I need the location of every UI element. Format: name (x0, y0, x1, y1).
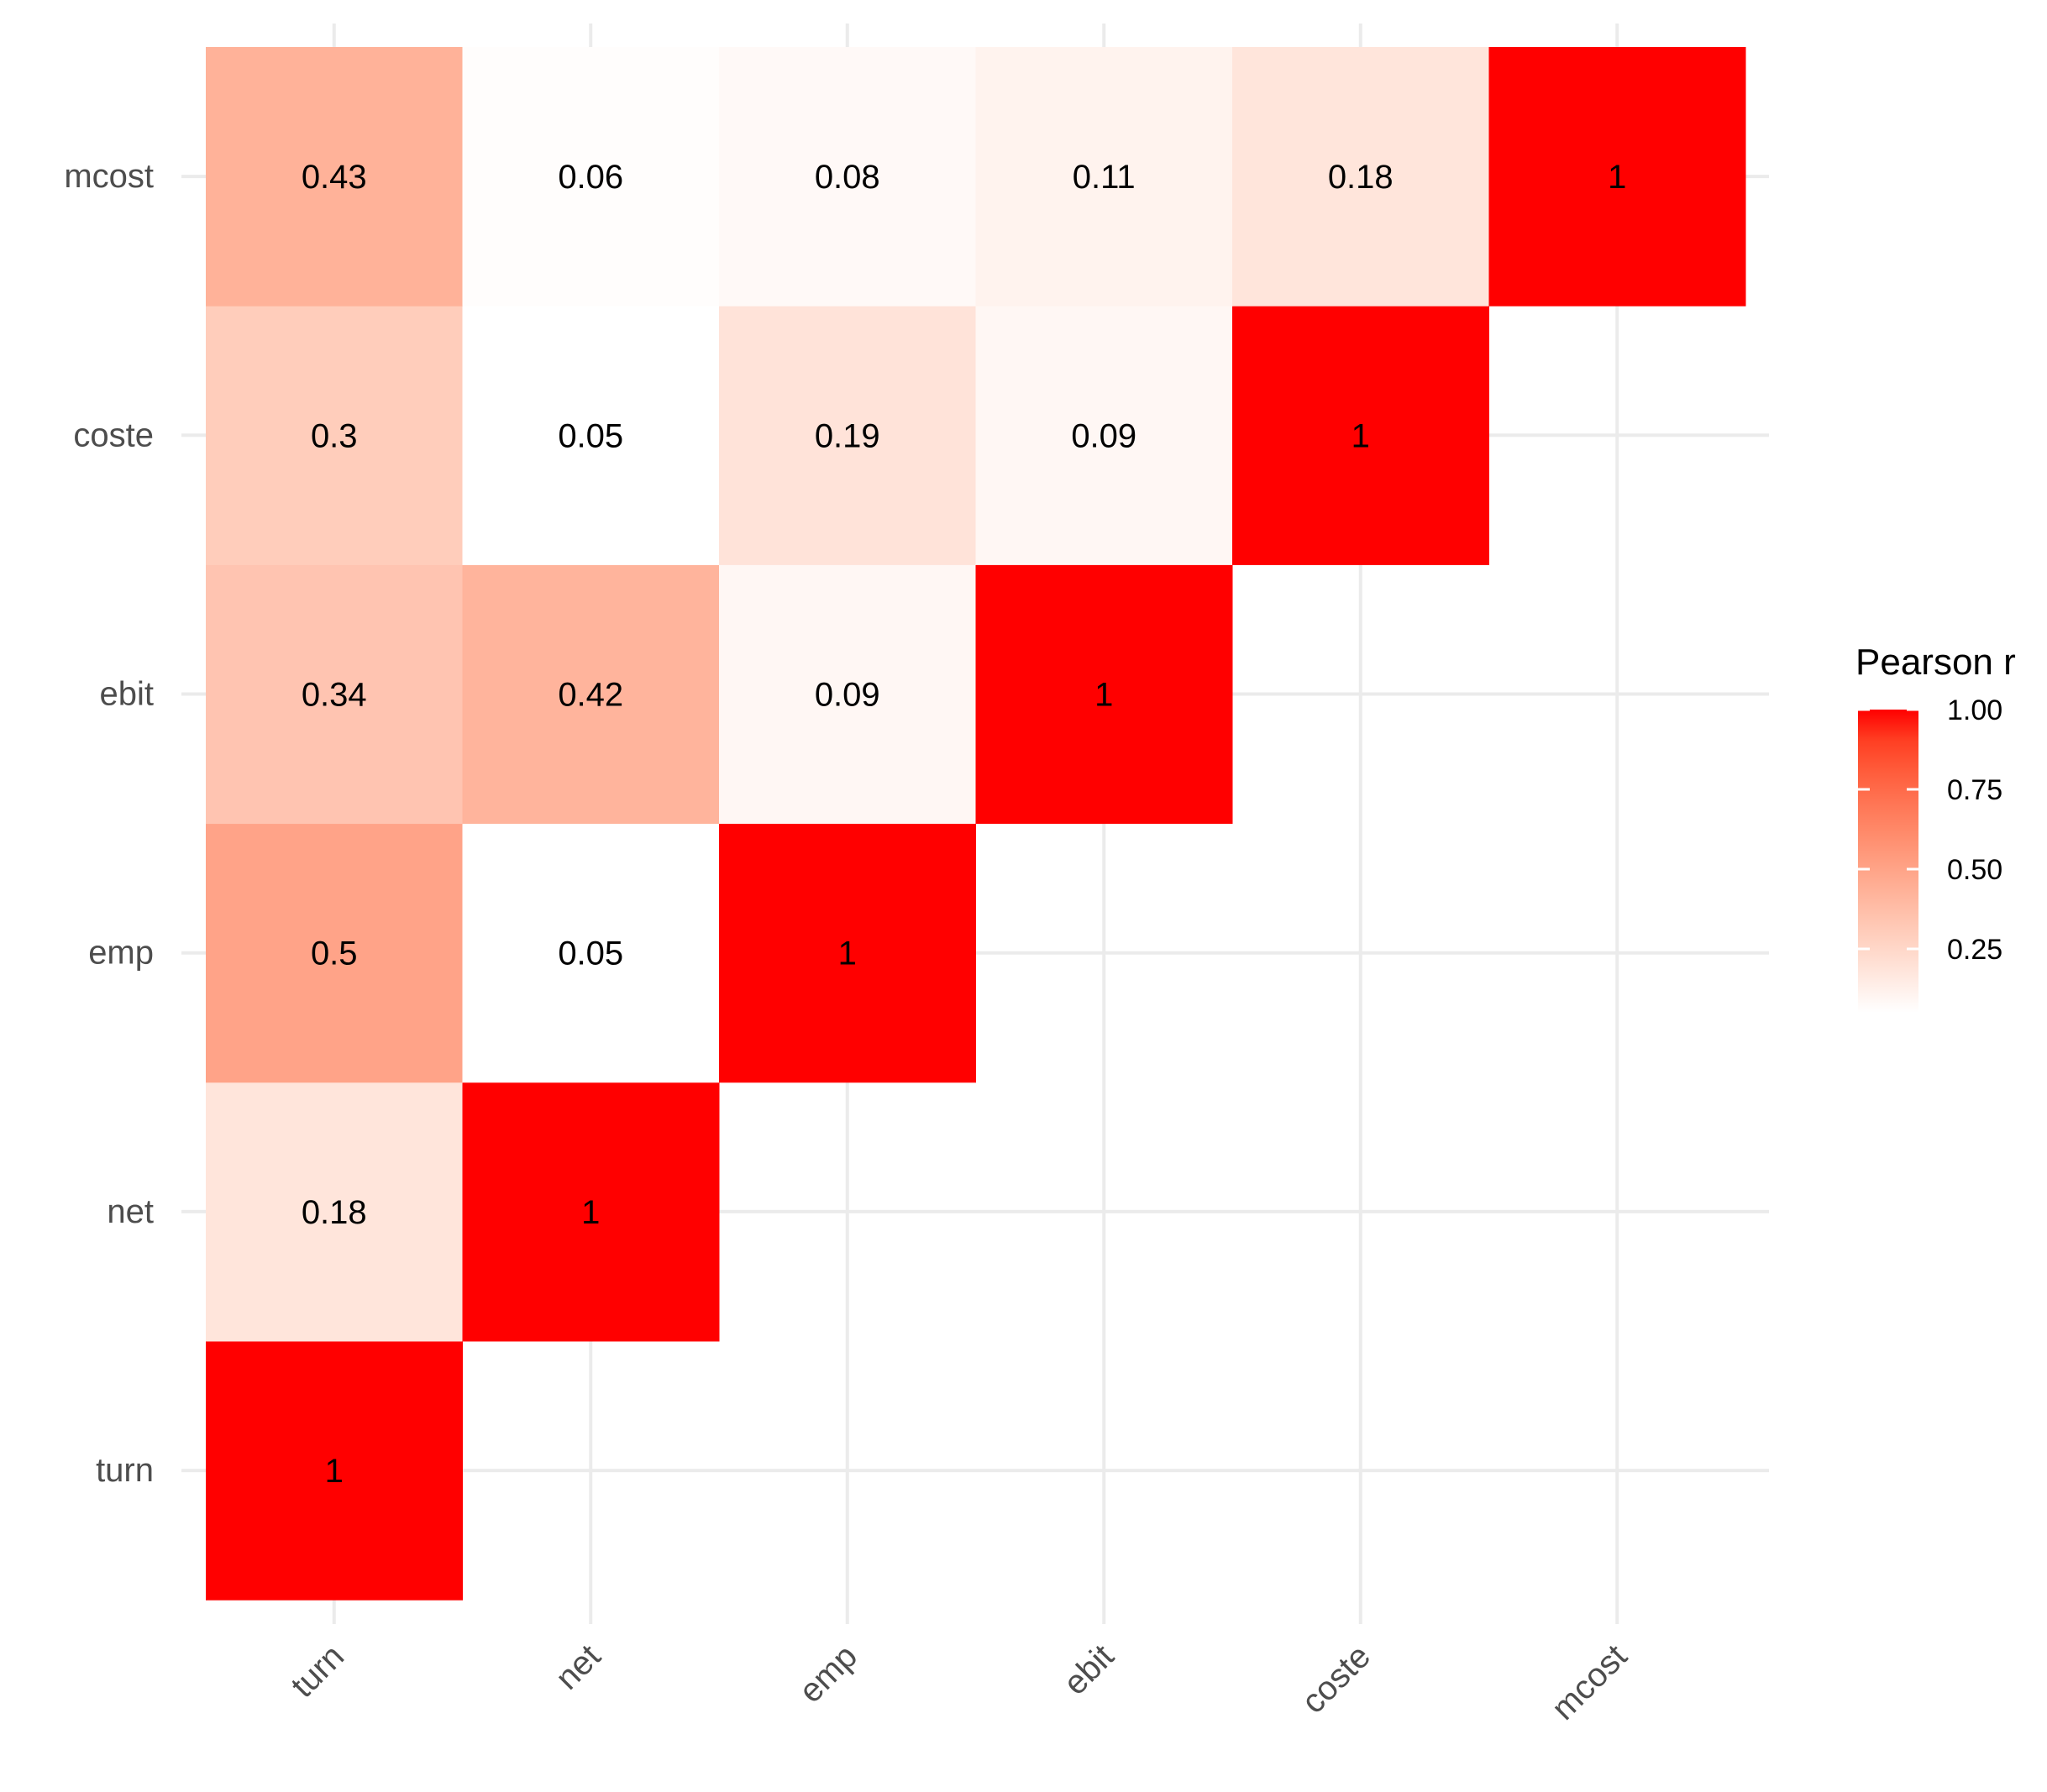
heatmap-cell (462, 47, 720, 307)
x-tick-label: net (548, 1637, 607, 1696)
cell-value-label: 1 (1608, 159, 1626, 196)
x-tick-label: ebit (1057, 1637, 1121, 1702)
cell-value-label: 0.11 (1073, 159, 1136, 196)
heatmap-cell (719, 564, 976, 825)
heatmap-cell (462, 1082, 720, 1342)
heatmap-cell (1232, 306, 1489, 565)
cell-value-label: 1 (838, 935, 857, 972)
y-tick-label: emp (88, 935, 154, 972)
heatmap-cell (206, 306, 463, 565)
legend-tick-label: 0.75 (1947, 774, 2002, 806)
heatmap-cell (206, 823, 463, 1083)
cell-value-label: 0.09 (815, 677, 880, 714)
heatmap-cell (206, 1082, 463, 1342)
heatmap-cell (206, 1341, 463, 1601)
heatmap-cells: 1 0.18 1 0.5 0.05 1 0.34 0.42 0.09 1 0.3 0.05 0.19 0.… (206, 47, 1746, 1601)
legend: Pearson r 1.00 0.75 0.50 0.25 (1855, 642, 2016, 1013)
heatmap-cell (206, 47, 463, 307)
x-tick-label: coste (1294, 1637, 1378, 1721)
y-tick-label: net (107, 1193, 154, 1230)
cell-value-label: 0.05 (558, 935, 623, 972)
x-tick-label: emp (792, 1637, 864, 1710)
heatmap-cell (206, 564, 463, 825)
cell-value-label: 0.34 (302, 677, 367, 714)
cell-value-label: 1 (581, 1194, 600, 1231)
y-tick-label: ebit (100, 676, 155, 713)
legend-colorbar (1858, 710, 1918, 1013)
legend-tick-label: 1.00 (1947, 694, 2002, 726)
cell-value-label: 1 (325, 1453, 344, 1490)
cell-value-label: 0.42 (558, 677, 623, 714)
cell-value-label: 0.43 (302, 159, 367, 196)
cell-value-label: 1 (1352, 417, 1370, 454)
legend-title: Pearson r (1855, 642, 2016, 683)
cell-value-label: 0.06 (558, 159, 623, 196)
heatmap-cell (719, 306, 976, 565)
y-tick-label: mcost (64, 158, 154, 195)
heatmap-cell (719, 47, 976, 307)
heatmap-cell (975, 47, 1233, 307)
heatmap-cell (1488, 47, 1746, 307)
heatmap-cell (975, 306, 1233, 565)
heatmap-cell (1232, 47, 1489, 307)
cell-value-label: 0.05 (558, 417, 623, 454)
x-axis-labels: turn net emp ebit coste mcost (284, 1637, 1634, 1727)
y-axis-labels: turn net emp ebit coste mcost (64, 158, 154, 1489)
cell-value-label: 0.3 (311, 417, 358, 454)
cell-value-label: 0.18 (302, 1194, 367, 1231)
heatmap-cell (462, 306, 720, 565)
cell-value-label: 0.5 (311, 935, 358, 972)
y-tick-label: coste (73, 417, 154, 453)
heatmap-cell (975, 564, 1233, 825)
cell-value-label: 0.18 (1328, 159, 1394, 196)
y-tick-label: turn (96, 1452, 154, 1489)
heatmap-cell (462, 564, 720, 825)
cell-value-label: 0.08 (815, 159, 880, 196)
cell-value-label: 0.09 (1071, 417, 1136, 454)
cell-value-label: 1 (1094, 677, 1113, 714)
legend-tick-label: 0.25 (1947, 934, 2002, 966)
heatmap-cell (462, 823, 720, 1083)
x-tick-label: turn (284, 1637, 351, 1705)
cell-value-label: 0.19 (815, 417, 880, 454)
legend-tick-label: 0.50 (1947, 854, 2002, 886)
heatmap-cell (719, 823, 976, 1083)
x-tick-label: mcost (1545, 1637, 1635, 1727)
